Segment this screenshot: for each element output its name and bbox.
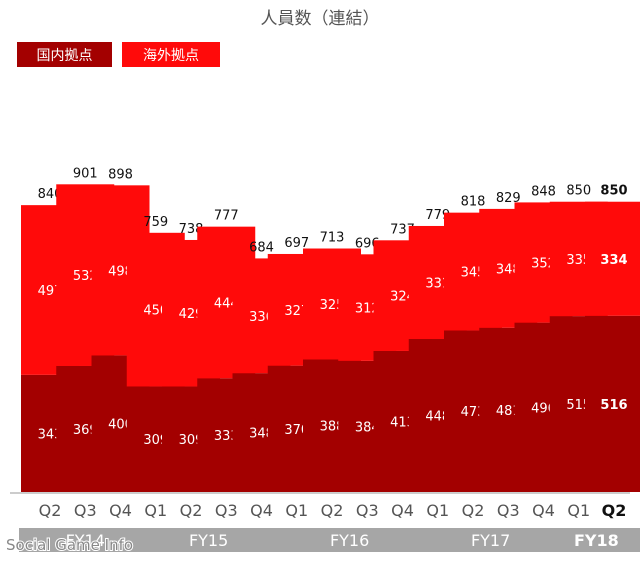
fiscal-year-label: FY18 xyxy=(574,531,619,550)
x-tick-label: Q1 xyxy=(426,501,449,520)
data-label-overseas: 497 xyxy=(38,284,63,299)
fiscal-year-band xyxy=(547,528,640,552)
fiscal-year-band xyxy=(124,528,293,552)
x-tick-label: Q4 xyxy=(532,501,555,520)
x-tick-label: Q3 xyxy=(74,501,97,520)
x-tick-label: Q3 xyxy=(497,501,520,520)
data-label-overseas: 498 xyxy=(108,264,133,279)
legend-label: 国内拠点 xyxy=(37,48,93,64)
x-tick-label: Q2 xyxy=(39,501,62,520)
data-label-overseas: 429 xyxy=(179,307,204,322)
x-tick-label: Q2 xyxy=(462,501,485,520)
data-label-total: 840 xyxy=(38,187,63,202)
legend-swatch xyxy=(122,42,220,67)
data-label-overseas: 327 xyxy=(284,304,309,319)
x-tick-label: Q4 xyxy=(391,501,414,520)
data-label-domestic: 516 xyxy=(600,398,627,413)
x-tick-label: Q4 xyxy=(109,501,132,520)
data-label-overseas: 532 xyxy=(73,269,98,284)
fiscal-year-band xyxy=(406,528,575,552)
data-label-domestic: 343 xyxy=(38,427,63,442)
x-tick-label: Q1 xyxy=(144,501,167,520)
x-tick-label: Q2 xyxy=(180,501,203,520)
data-label-domestic: 448 xyxy=(425,410,450,425)
watermark-text: Social Game Info xyxy=(6,536,133,554)
data-label-overseas: 352 xyxy=(531,257,556,272)
data-label-total: 779 xyxy=(425,208,450,223)
data-label-overseas: 444 xyxy=(214,296,239,311)
fiscal-year-label: FY15 xyxy=(189,531,228,550)
data-label-domestic: 400 xyxy=(108,418,133,433)
data-label-overseas: 450 xyxy=(143,304,168,319)
data-label-total: 898 xyxy=(108,167,133,182)
data-label-domestic: 481 xyxy=(496,404,521,419)
data-label-domestic: 309 xyxy=(179,433,204,448)
fiscal-year-label: FY17 xyxy=(471,531,510,550)
data-label-total: 901 xyxy=(73,166,98,181)
data-label-overseas: 334 xyxy=(600,253,627,268)
data-label-total: 697 xyxy=(284,236,309,251)
data-label-overseas: 348 xyxy=(496,262,521,277)
data-label-domestic: 309 xyxy=(143,433,168,448)
data-label-overseas: 335 xyxy=(566,253,591,268)
fiscal-year-label: FY16 xyxy=(330,531,369,550)
data-label-overseas: 325 xyxy=(320,298,345,313)
data-label-total: 850 xyxy=(600,184,627,199)
data-label-domestic: 388 xyxy=(320,420,345,435)
x-tick-label: Q1 xyxy=(285,501,308,520)
data-label-total: 684 xyxy=(249,240,274,255)
data-label-total: 738 xyxy=(179,222,204,237)
data-label-overseas: 331 xyxy=(425,276,450,291)
data-label-total: 696 xyxy=(355,236,380,251)
data-label-total: 829 xyxy=(496,191,521,206)
data-label-overseas: 336 xyxy=(249,310,274,325)
data-label-domestic: 348 xyxy=(249,427,274,442)
data-label-total: 850 xyxy=(566,184,591,199)
x-tick-label: Q3 xyxy=(356,501,379,520)
data-label-domestic: 369 xyxy=(73,423,98,438)
x-tick-label: Q3 xyxy=(215,501,238,520)
x-tick-label: Q4 xyxy=(250,501,273,520)
bar-domestic xyxy=(585,315,640,492)
data-label-domestic: 370 xyxy=(284,423,309,438)
data-label-total: 713 xyxy=(320,231,345,246)
fiscal-year-band xyxy=(265,528,434,552)
x-tick-label: Q2 xyxy=(602,501,627,520)
data-label-domestic: 413 xyxy=(390,415,415,430)
x-tick-label: Q2 xyxy=(321,501,344,520)
data-label-total: 737 xyxy=(390,222,415,237)
data-label-overseas: 345 xyxy=(461,266,486,281)
data-label-domestic: 333 xyxy=(214,429,239,444)
data-label-total: 759 xyxy=(143,215,168,230)
data-label-total: 777 xyxy=(214,209,239,224)
x-tick-label: Q1 xyxy=(567,501,590,520)
data-label-domestic: 515 xyxy=(566,398,591,413)
data-label-domestic: 473 xyxy=(461,405,486,420)
legend-swatch xyxy=(17,42,112,67)
data-label-domestic: 496 xyxy=(531,401,556,416)
data-label-total: 848 xyxy=(531,184,556,199)
data-label-domestic: 384 xyxy=(355,420,380,435)
bar-overseas xyxy=(585,201,640,316)
data-label-overseas: 324 xyxy=(390,290,415,305)
data-label-total: 818 xyxy=(461,195,486,210)
chart-title: 人員数（連結） xyxy=(261,9,380,29)
fiscal-year-label: FY14 xyxy=(66,531,105,550)
data-label-overseas: 312 xyxy=(355,302,380,317)
legend-label: 海外拠点 xyxy=(143,48,199,64)
